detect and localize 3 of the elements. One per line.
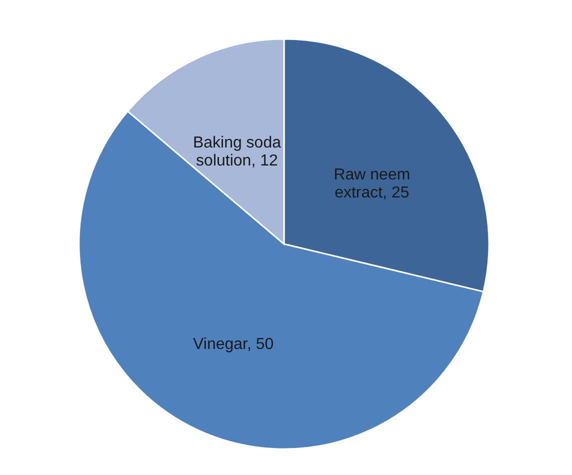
slice-label: Baking soda solution, 12: [192, 134, 282, 170]
slice-label: Raw neem extract, 25: [334, 166, 410, 202]
slice-label: Vinegar, 50: [192, 336, 274, 353]
